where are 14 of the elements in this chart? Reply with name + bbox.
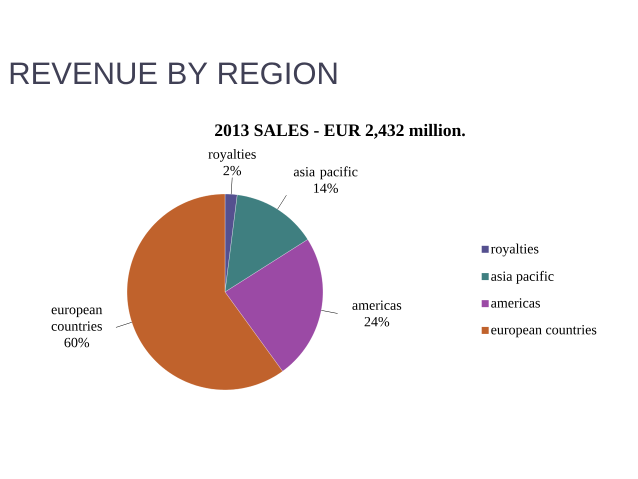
slice-label: royalties: [208, 148, 256, 162]
legend-label: asia pacific: [491, 270, 554, 284]
data-label: 14%: [314, 183, 338, 193]
chart-title: REVENUE BY REGION: [10, 62, 336, 84]
legend-label: european countries: [491, 325, 596, 338]
slice-label: european countries: [52, 308, 102, 331]
slice-label: asia pacific: [294, 166, 358, 180]
data-label: 2%: [223, 166, 242, 176]
chart-subtitle: 2013 SALES - EUR 2,432 million.: [215, 124, 465, 139]
slice-label: americas: [352, 300, 402, 310]
legend-label: royalties: [490, 244, 538, 256]
legend-label: americas: [491, 298, 540, 308]
data-label: 24%: [364, 316, 390, 326]
data-label: 60%: [64, 338, 90, 348]
